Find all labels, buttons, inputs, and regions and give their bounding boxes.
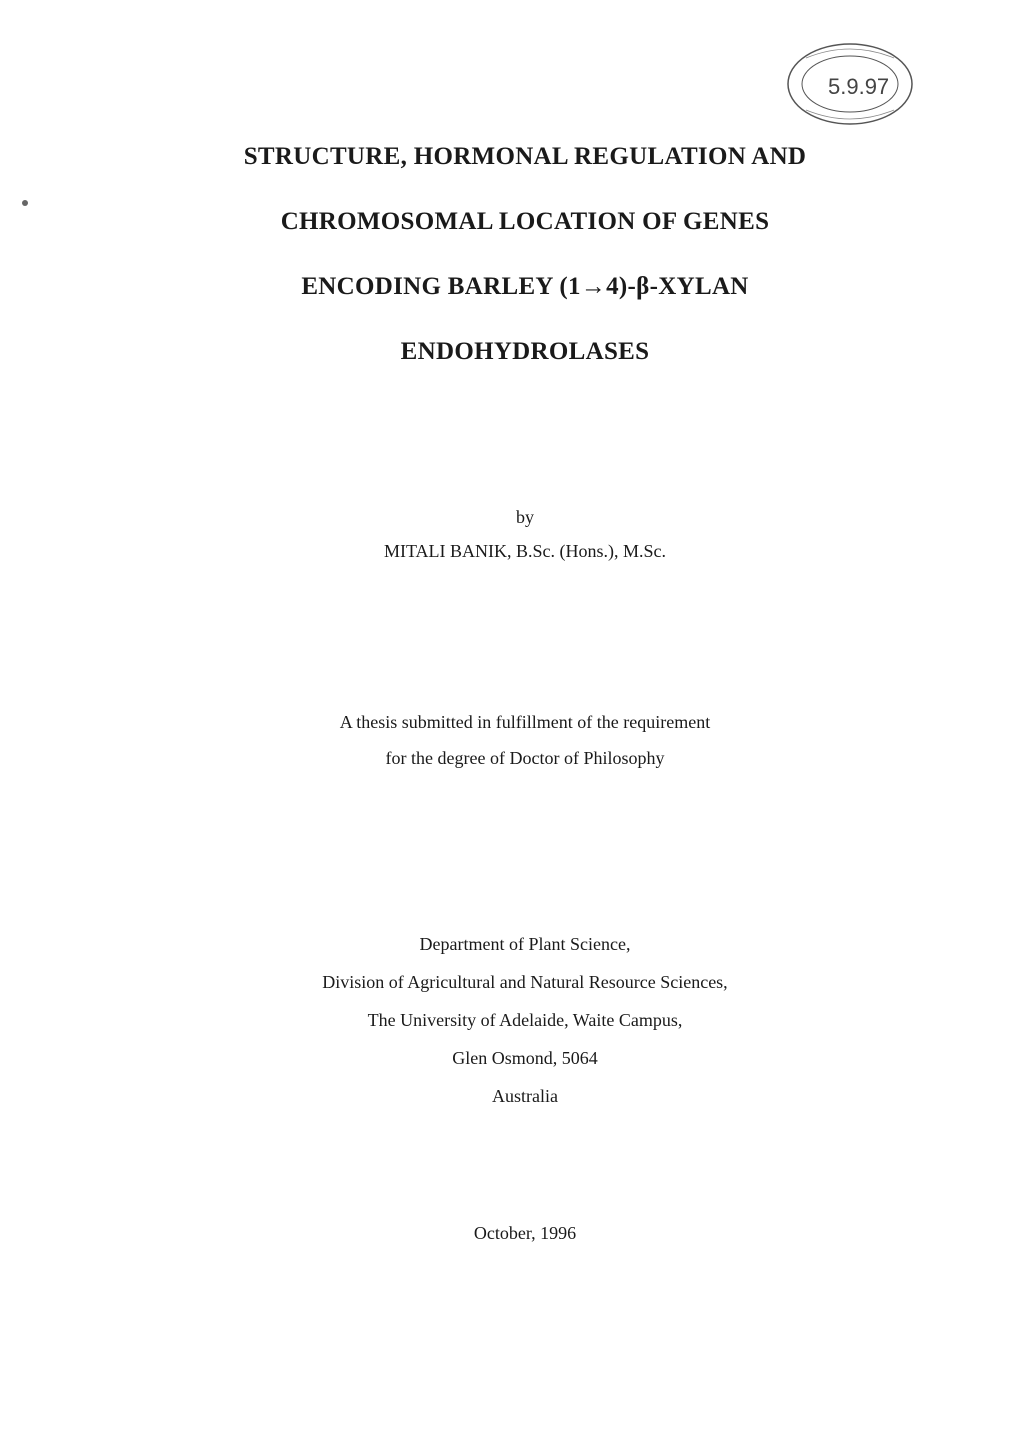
scan-artifact-speck (22, 200, 28, 206)
title-line-3: ENCODING BARLEY (1→4)-β-XYLAN (140, 254, 910, 319)
library-stamp: 5.9.97 (780, 36, 920, 132)
title-block: STRUCTURE, HORMONAL REGULATION AND CHROM… (140, 124, 910, 384)
thesis-title-page: 5.9.97 STRUCTURE, HORMONAL REGULATION AN… (0, 0, 1020, 1441)
submission-line-2: for the degree of Doctor of Philosophy (140, 740, 910, 776)
byline-block: by MITALI BANIK, B.Sc. (Hons.), M.Sc. (140, 500, 910, 568)
affiliation-division: Division of Agricultural and Natural Res… (140, 964, 910, 1002)
affiliation-department: Department of Plant Science, (140, 926, 910, 964)
byline-by: by (140, 500, 910, 534)
affiliation-university: The University of Adelaide, Waite Campus… (140, 1002, 910, 1040)
submission-block: A thesis submitted in fulfillment of the… (140, 704, 910, 776)
affiliation-block: Department of Plant Science, Division of… (140, 926, 910, 1115)
submission-date: October, 1996 (140, 1223, 910, 1244)
title-line-1: STRUCTURE, HORMONAL REGULATION AND (140, 124, 910, 189)
stamp-date-handwritten: 5.9.97 (828, 74, 889, 100)
title-line-4: ENDOHYDROLASES (140, 319, 910, 384)
date-block: October, 1996 (140, 1223, 910, 1244)
submission-line-1: A thesis submitted in fulfillment of the… (140, 704, 910, 740)
affiliation-country: Australia (140, 1078, 910, 1116)
title-line-2: CHROMOSOMAL LOCATION OF GENES (140, 189, 910, 254)
author-name: MITALI BANIK, B.Sc. (Hons.), M.Sc. (140, 534, 910, 568)
affiliation-city: Glen Osmond, 5064 (140, 1040, 910, 1078)
